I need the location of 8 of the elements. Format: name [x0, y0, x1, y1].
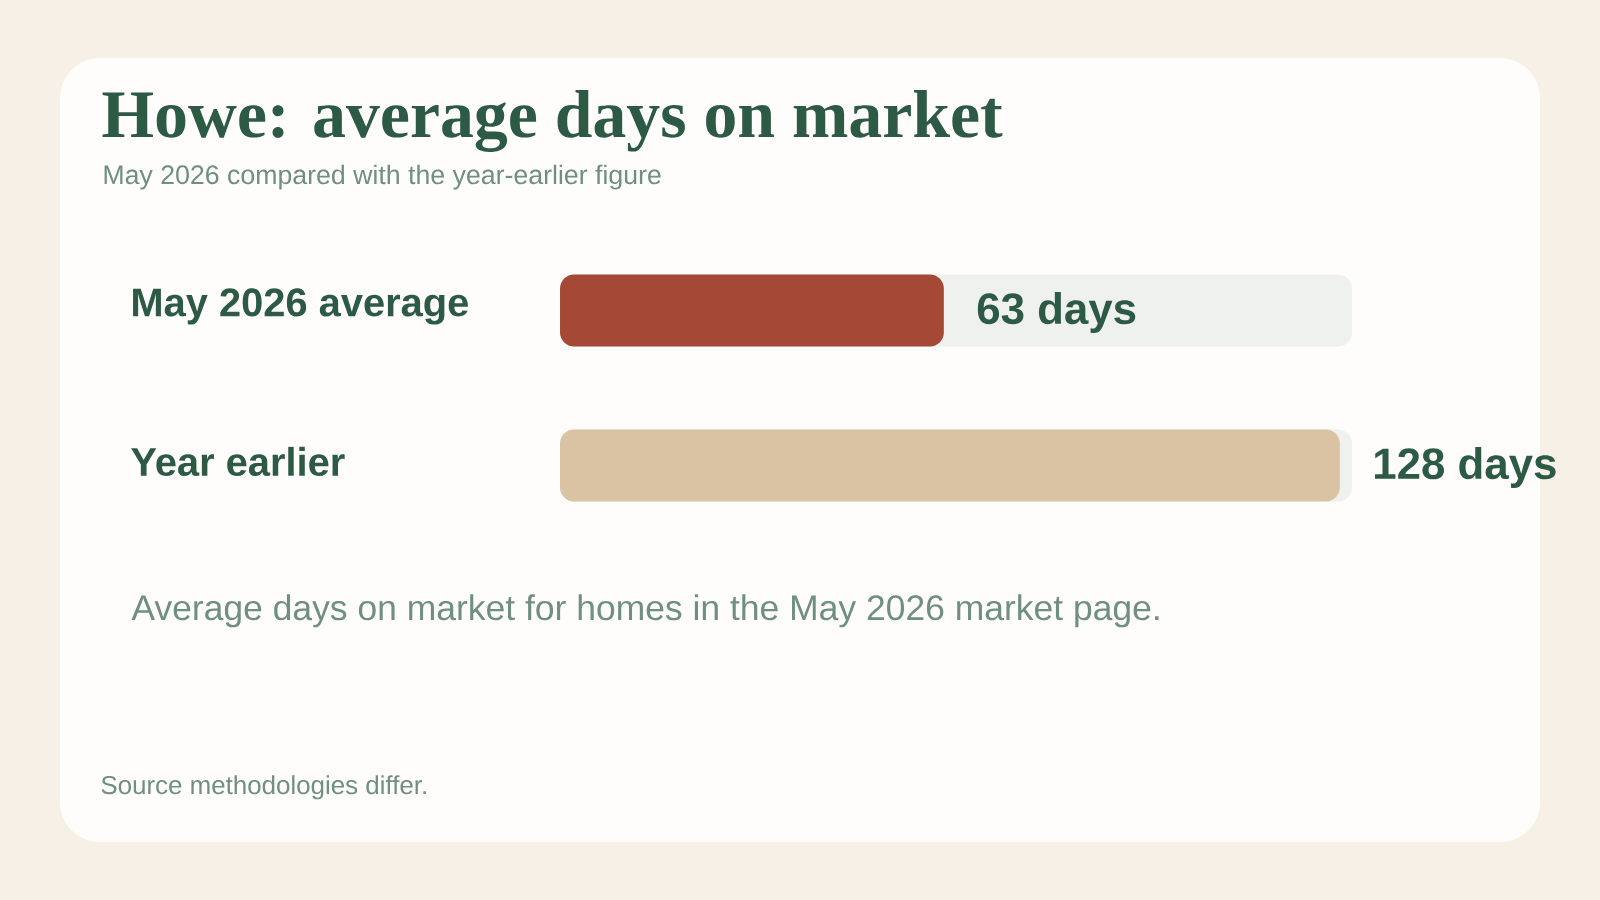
y-tick-label: Year earlier — [131, 446, 345, 477]
source-note: Source methodologies differ. — [101, 775, 426, 800]
y-tick-label: May 2026 average — [133, 288, 468, 325]
chart-title: Howe: average days on market — [102, 89, 1003, 152]
text: Average days on market for homes in the May 2026 market page. — [131, 594, 1159, 628]
chart-subtitle: May 2026 compared with the year-earlier figure — [104, 164, 661, 190]
data-label: 128 days — [1375, 447, 1556, 488]
data-label: 63 days — [977, 292, 1136, 333]
